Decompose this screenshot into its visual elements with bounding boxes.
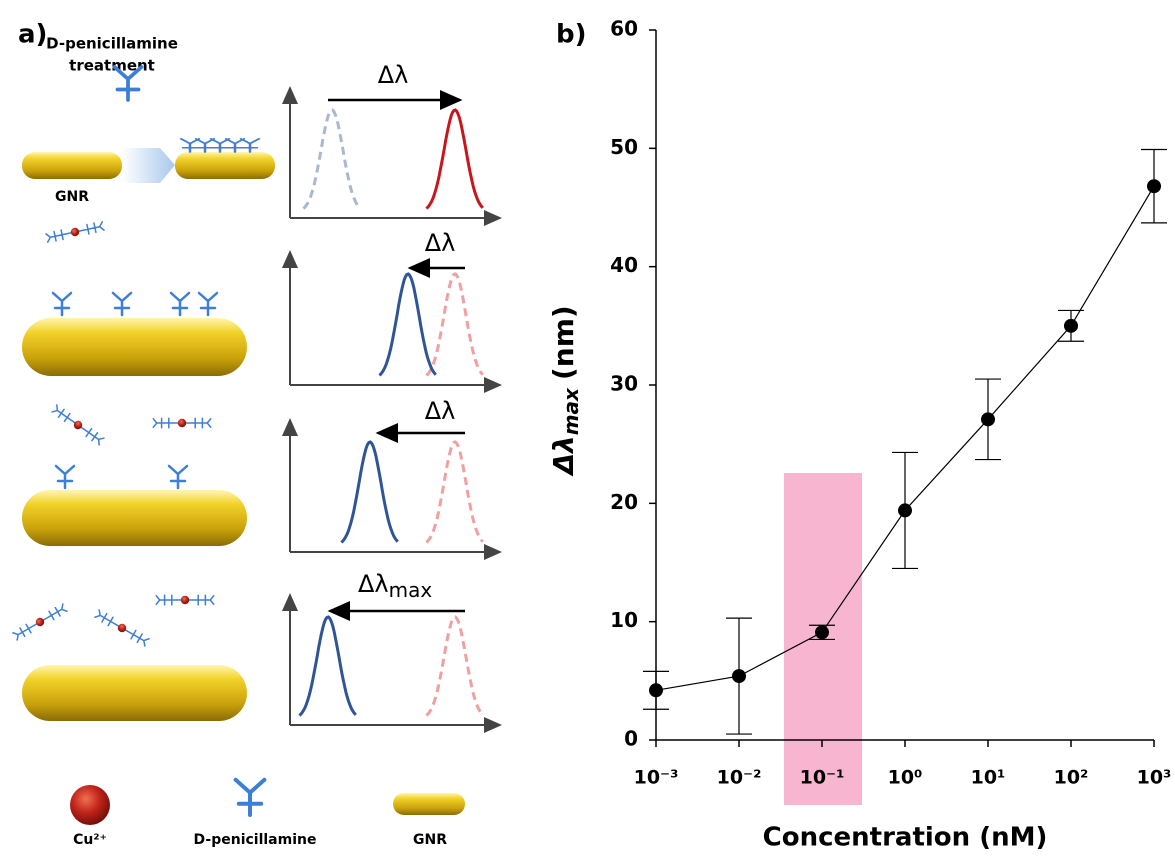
x-tick-label: 10¹ (971, 767, 1006, 789)
shift-label: Δλmax (358, 570, 432, 602)
spectrum-peak (340, 440, 399, 544)
panel-label: a) (18, 20, 47, 50)
x-axis-title: Concentration (nM) (763, 823, 1048, 853)
x-tick-label: 10² (1054, 767, 1089, 789)
data-point (981, 412, 995, 427)
legend-label: GNR (413, 832, 447, 848)
process-arrow (122, 148, 175, 183)
treatment-label: treatment (69, 57, 155, 75)
shift-symbol: Δλ (358, 570, 389, 598)
penicillamine-icon (236, 780, 265, 815)
plot: 0 10 20 30 40 50 60 10⁻³ 10⁻² 10⁻¹ 10⁰ 10¹ 10² 10³ (610, 17, 1171, 789)
spectrum-peak (298, 615, 357, 717)
y-tick-label: 60 (610, 17, 638, 41)
complex (93, 608, 151, 648)
data-point (815, 625, 829, 640)
spectrum-peak (302, 108, 361, 210)
x-tick-label: 10⁰ (888, 767, 923, 789)
x-tick-label: 10⁻¹ (800, 767, 845, 789)
spectrum-peak (425, 272, 484, 377)
shift-label: Δλ (425, 397, 456, 425)
legend-label: Cu²⁺ (73, 832, 107, 848)
complex (152, 417, 212, 429)
gold-nanorod (22, 490, 247, 546)
gold-nanorod (175, 152, 275, 179)
complex (50, 403, 106, 447)
y-axis-title: Δλmax (nm) (547, 305, 583, 476)
complex (155, 594, 215, 606)
data-point (732, 669, 746, 684)
y-tick-label: 20 (610, 490, 638, 514)
shift-label: Δλ (378, 61, 409, 89)
spectrum-peak (425, 108, 484, 210)
treatment-label: D-penicillamine (46, 35, 178, 53)
series-line (655, 185, 1155, 691)
penicillamine-layer (179, 137, 261, 154)
y-unit: (nm) (547, 305, 580, 380)
gold-nanorod (22, 318, 247, 376)
gold-nanorod (22, 152, 122, 179)
panel-label: b) (556, 20, 587, 50)
penicillamine (51, 291, 219, 317)
spectrum-peak (425, 615, 484, 717)
x-tick-label: 10³ (1137, 767, 1172, 789)
spectra (282, 86, 502, 733)
y-tick-label: 30 (610, 372, 638, 396)
cu-icon (70, 785, 110, 825)
legend-label: D-penicillamine (194, 832, 317, 848)
y-symbol: Δλ (547, 435, 580, 476)
y-tick-label: 50 (610, 135, 638, 159)
data-point (1147, 179, 1161, 194)
y-tick-label: 0 (624, 727, 638, 751)
gold-nanorod (22, 665, 247, 721)
y-tick-label: 40 (610, 253, 638, 277)
shift-subscript: max (389, 578, 433, 602)
y-tick-label: 10 (610, 608, 638, 632)
penicillamine (54, 464, 189, 490)
shift-label: Δλ (425, 229, 456, 257)
complex (45, 220, 105, 244)
gnr-icon (393, 793, 465, 815)
spectrum-peak (425, 440, 484, 544)
x-tick-label: 10⁻² (717, 767, 762, 789)
complex (11, 602, 69, 642)
y-subscript: max (559, 387, 583, 435)
spectrum-peak (378, 272, 437, 377)
data-point (898, 503, 912, 518)
data-point (649, 683, 663, 698)
rod-label: GNR (55, 189, 89, 205)
data-point (1064, 318, 1078, 333)
x-tick-label: 10⁻³ (634, 767, 679, 789)
